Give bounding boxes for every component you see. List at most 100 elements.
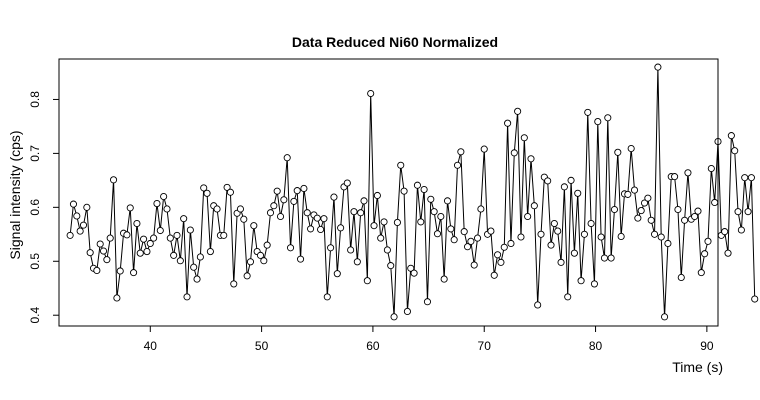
data-point bbox=[537, 230, 545, 238]
data-point bbox=[103, 256, 111, 264]
data-point bbox=[584, 108, 592, 116]
y-tick-label: 0.7 bbox=[28, 145, 42, 162]
data-point bbox=[557, 258, 565, 266]
data-point bbox=[360, 197, 368, 205]
data-point bbox=[634, 214, 642, 222]
data-point bbox=[280, 196, 288, 204]
data-point bbox=[196, 253, 204, 261]
data-point bbox=[407, 264, 415, 272]
data-point bbox=[106, 234, 114, 242]
data-point bbox=[243, 272, 251, 280]
data-point bbox=[183, 293, 191, 301]
data-point bbox=[711, 198, 719, 207]
data-point bbox=[527, 155, 535, 163]
data-point bbox=[587, 219, 595, 228]
y-tick-label: 0.6 bbox=[28, 199, 42, 216]
data-point bbox=[684, 169, 692, 177]
data-point bbox=[380, 218, 388, 226]
data-point bbox=[230, 280, 238, 288]
data-point bbox=[487, 227, 495, 235]
data-point bbox=[500, 243, 508, 251]
data-point bbox=[163, 205, 171, 213]
data-point bbox=[240, 215, 248, 223]
data-point bbox=[657, 233, 665, 241]
data-point bbox=[397, 161, 405, 169]
data-point bbox=[180, 215, 188, 223]
data-point bbox=[707, 164, 715, 173]
data-point bbox=[580, 230, 588, 238]
data-point bbox=[393, 218, 401, 226]
data-point bbox=[477, 205, 485, 213]
data-point bbox=[136, 249, 144, 257]
data-point bbox=[704, 237, 712, 245]
data-point bbox=[273, 187, 281, 195]
data-point bbox=[440, 275, 448, 283]
data-point bbox=[190, 263, 198, 271]
data-point bbox=[79, 221, 88, 229]
data-point bbox=[333, 270, 341, 278]
data-point bbox=[497, 258, 505, 266]
data-point bbox=[654, 63, 662, 71]
data-point bbox=[433, 230, 442, 238]
y-tick-label: 0.8 bbox=[28, 91, 42, 108]
data-point bbox=[76, 227, 84, 235]
data-point bbox=[263, 241, 271, 249]
data-point bbox=[347, 246, 355, 254]
data-point bbox=[457, 148, 465, 156]
data-point bbox=[550, 219, 558, 228]
data-point bbox=[150, 234, 158, 242]
data-point bbox=[126, 204, 134, 212]
data-point bbox=[530, 202, 538, 210]
data-point bbox=[447, 225, 455, 233]
data-point bbox=[143, 248, 151, 256]
data-point bbox=[617, 232, 625, 241]
data-point bbox=[370, 222, 378, 230]
data-point bbox=[69, 200, 78, 208]
data-point bbox=[203, 189, 211, 197]
data-point bbox=[577, 277, 585, 285]
data-point bbox=[283, 154, 291, 162]
data-point bbox=[651, 230, 659, 238]
data-point bbox=[574, 189, 582, 197]
data-point bbox=[721, 228, 729, 236]
data-point bbox=[403, 307, 411, 315]
data-point bbox=[510, 149, 518, 157]
data-point bbox=[350, 208, 358, 216]
data-point bbox=[607, 254, 615, 262]
data-point bbox=[520, 134, 528, 142]
data-point bbox=[467, 237, 475, 245]
x-axis-label: Time (s) bbox=[672, 359, 723, 375]
data-point bbox=[560, 183, 568, 191]
data-point bbox=[514, 107, 522, 115]
chart-title: Data Reduced Ni60 Normalized bbox=[292, 34, 498, 50]
data-point bbox=[146, 239, 154, 248]
data-point bbox=[524, 212, 532, 221]
data-point bbox=[420, 185, 428, 194]
data-point bbox=[640, 199, 649, 207]
data-point bbox=[367, 89, 375, 98]
data-point bbox=[570, 249, 578, 257]
x-tick-label: 80 bbox=[589, 339, 603, 353]
data-point bbox=[290, 197, 298, 205]
data-point bbox=[507, 239, 515, 248]
data-point bbox=[286, 244, 295, 252]
x-tick-label: 60 bbox=[366, 339, 380, 353]
data-point bbox=[737, 226, 745, 234]
data-point bbox=[226, 188, 234, 196]
data-point bbox=[256, 251, 265, 259]
data-point bbox=[266, 209, 275, 217]
data-point bbox=[694, 207, 702, 215]
data-point bbox=[83, 203, 91, 211]
data-point bbox=[186, 226, 194, 234]
data-point bbox=[490, 271, 498, 279]
data-point bbox=[470, 261, 478, 269]
data-point bbox=[744, 208, 752, 216]
data-point bbox=[303, 209, 311, 217]
data-point bbox=[123, 231, 131, 239]
data-point bbox=[600, 254, 609, 262]
data-point bbox=[590, 280, 598, 288]
data-point bbox=[480, 145, 488, 153]
data-point bbox=[343, 179, 351, 187]
data-point bbox=[443, 197, 452, 205]
